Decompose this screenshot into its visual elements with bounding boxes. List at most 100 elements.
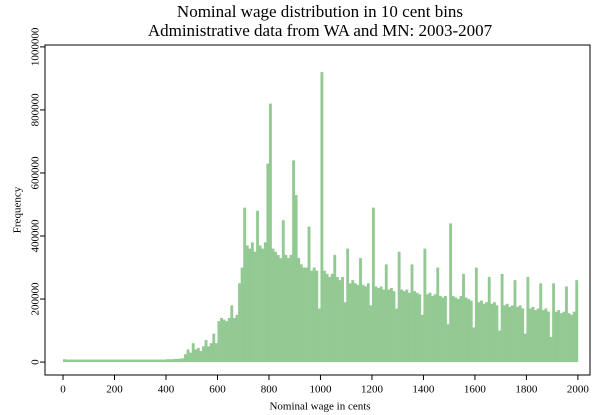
y-tick-label: 0	[30, 359, 42, 365]
bar	[106, 359, 110, 363]
bar	[526, 276, 530, 363]
bar	[109, 359, 113, 363]
bar	[96, 359, 100, 363]
bar	[194, 349, 198, 363]
y-tick-label: 600000	[30, 156, 42, 190]
bar	[472, 327, 476, 363]
bar	[477, 302, 481, 363]
bar	[281, 220, 285, 363]
bar	[268, 103, 272, 363]
bar	[487, 276, 491, 363]
bar	[289, 254, 293, 363]
bar	[441, 297, 445, 363]
x-tick-label: 800	[261, 384, 278, 396]
bar	[178, 358, 182, 363]
bar	[377, 288, 380, 363]
bar	[88, 359, 92, 363]
bar	[184, 354, 187, 363]
bar	[232, 317, 236, 363]
bar	[528, 308, 532, 363]
chart-subtitle: Administrative data from WA and MN: 2003…	[148, 21, 493, 40]
bar	[253, 251, 257, 363]
bar	[426, 294, 429, 363]
x-tick-label: 400	[158, 384, 175, 396]
bar	[405, 289, 409, 363]
bar	[490, 303, 494, 363]
bar	[271, 248, 275, 363]
bar	[330, 273, 334, 363]
bar	[415, 292, 419, 363]
bar	[256, 210, 259, 363]
bar	[104, 359, 108, 363]
bar	[248, 248, 252, 363]
bar	[346, 248, 350, 363]
bar	[436, 267, 440, 363]
bar	[240, 267, 244, 363]
bar	[523, 333, 527, 363]
bar	[446, 324, 450, 363]
bar	[81, 359, 84, 363]
bar	[428, 292, 432, 363]
bar	[122, 359, 126, 363]
bar	[286, 258, 290, 363]
bar	[315, 270, 319, 363]
bar	[359, 258, 362, 363]
bar	[73, 359, 77, 363]
bar	[150, 359, 154, 363]
bar	[171, 359, 175, 363]
bar	[467, 299, 471, 363]
bar	[400, 289, 404, 363]
bar	[384, 264, 388, 363]
bar	[369, 305, 373, 363]
bar	[68, 359, 72, 363]
bar	[91, 359, 95, 363]
bar	[341, 276, 344, 363]
bar	[485, 302, 489, 363]
bar	[444, 295, 447, 363]
bar	[508, 306, 512, 363]
bar	[361, 284, 365, 363]
bar	[135, 359, 138, 363]
plot-frame	[44, 44, 591, 376]
bar	[325, 273, 329, 363]
y-tick-label: 800000	[30, 93, 42, 127]
bar	[160, 359, 164, 363]
bar	[570, 314, 574, 363]
x-tick-label: 1200	[361, 384, 384, 396]
bar	[498, 330, 501, 363]
bar	[462, 273, 465, 363]
bar	[536, 308, 540, 363]
bar	[245, 245, 249, 363]
bar	[492, 302, 496, 363]
bar	[364, 286, 368, 363]
bar	[225, 321, 229, 363]
x-tick-label: 1000	[309, 384, 332, 396]
bar	[418, 294, 422, 363]
bar	[93, 359, 97, 363]
y-axis-title: Frequency	[12, 186, 24, 233]
bar	[189, 352, 193, 363]
x-tick-label: 600	[209, 384, 226, 396]
bar	[317, 308, 321, 363]
bar	[196, 347, 200, 363]
bar	[482, 303, 486, 363]
bar	[389, 288, 393, 363]
bar	[554, 311, 558, 363]
bar	[505, 303, 509, 363]
bar	[124, 359, 128, 363]
bar	[132, 359, 136, 363]
bar	[111, 359, 115, 363]
bar	[495, 305, 499, 363]
bar	[65, 359, 69, 363]
bar	[101, 359, 105, 363]
bar	[163, 359, 167, 363]
bar	[423, 248, 427, 363]
bar	[186, 349, 190, 363]
bar	[263, 242, 267, 363]
bar	[353, 283, 357, 363]
bar	[572, 311, 576, 363]
bar	[307, 226, 311, 363]
bar	[168, 359, 172, 363]
bar	[379, 286, 383, 363]
bar	[235, 314, 239, 363]
